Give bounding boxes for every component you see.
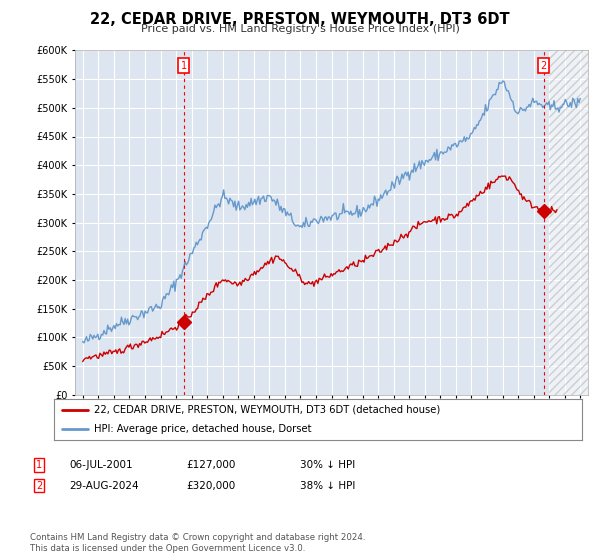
Text: 29-AUG-2024: 29-AUG-2024 — [69, 480, 139, 491]
Text: 38% ↓ HPI: 38% ↓ HPI — [300, 480, 355, 491]
Text: Contains HM Land Registry data © Crown copyright and database right 2024.
This d: Contains HM Land Registry data © Crown c… — [30, 533, 365, 553]
Text: HPI: Average price, detached house, Dorset: HPI: Average price, detached house, Dors… — [94, 423, 311, 433]
Text: 22, CEDAR DRIVE, PRESTON, WEYMOUTH, DT3 6DT (detached house): 22, CEDAR DRIVE, PRESTON, WEYMOUTH, DT3 … — [94, 405, 440, 415]
Text: Price paid vs. HM Land Registry's House Price Index (HPI): Price paid vs. HM Land Registry's House … — [140, 24, 460, 34]
Bar — [549, 50, 588, 395]
Text: 30% ↓ HPI: 30% ↓ HPI — [300, 460, 355, 470]
Text: £127,000: £127,000 — [186, 460, 235, 470]
Text: £320,000: £320,000 — [186, 480, 235, 491]
Text: 06-JUL-2001: 06-JUL-2001 — [69, 460, 133, 470]
Text: 1: 1 — [181, 60, 187, 71]
Bar — [549, 50, 588, 395]
Text: 1: 1 — [36, 460, 42, 470]
Text: 2: 2 — [541, 60, 547, 71]
Text: 22, CEDAR DRIVE, PRESTON, WEYMOUTH, DT3 6DT: 22, CEDAR DRIVE, PRESTON, WEYMOUTH, DT3 … — [90, 12, 510, 27]
Text: 2: 2 — [36, 480, 42, 491]
